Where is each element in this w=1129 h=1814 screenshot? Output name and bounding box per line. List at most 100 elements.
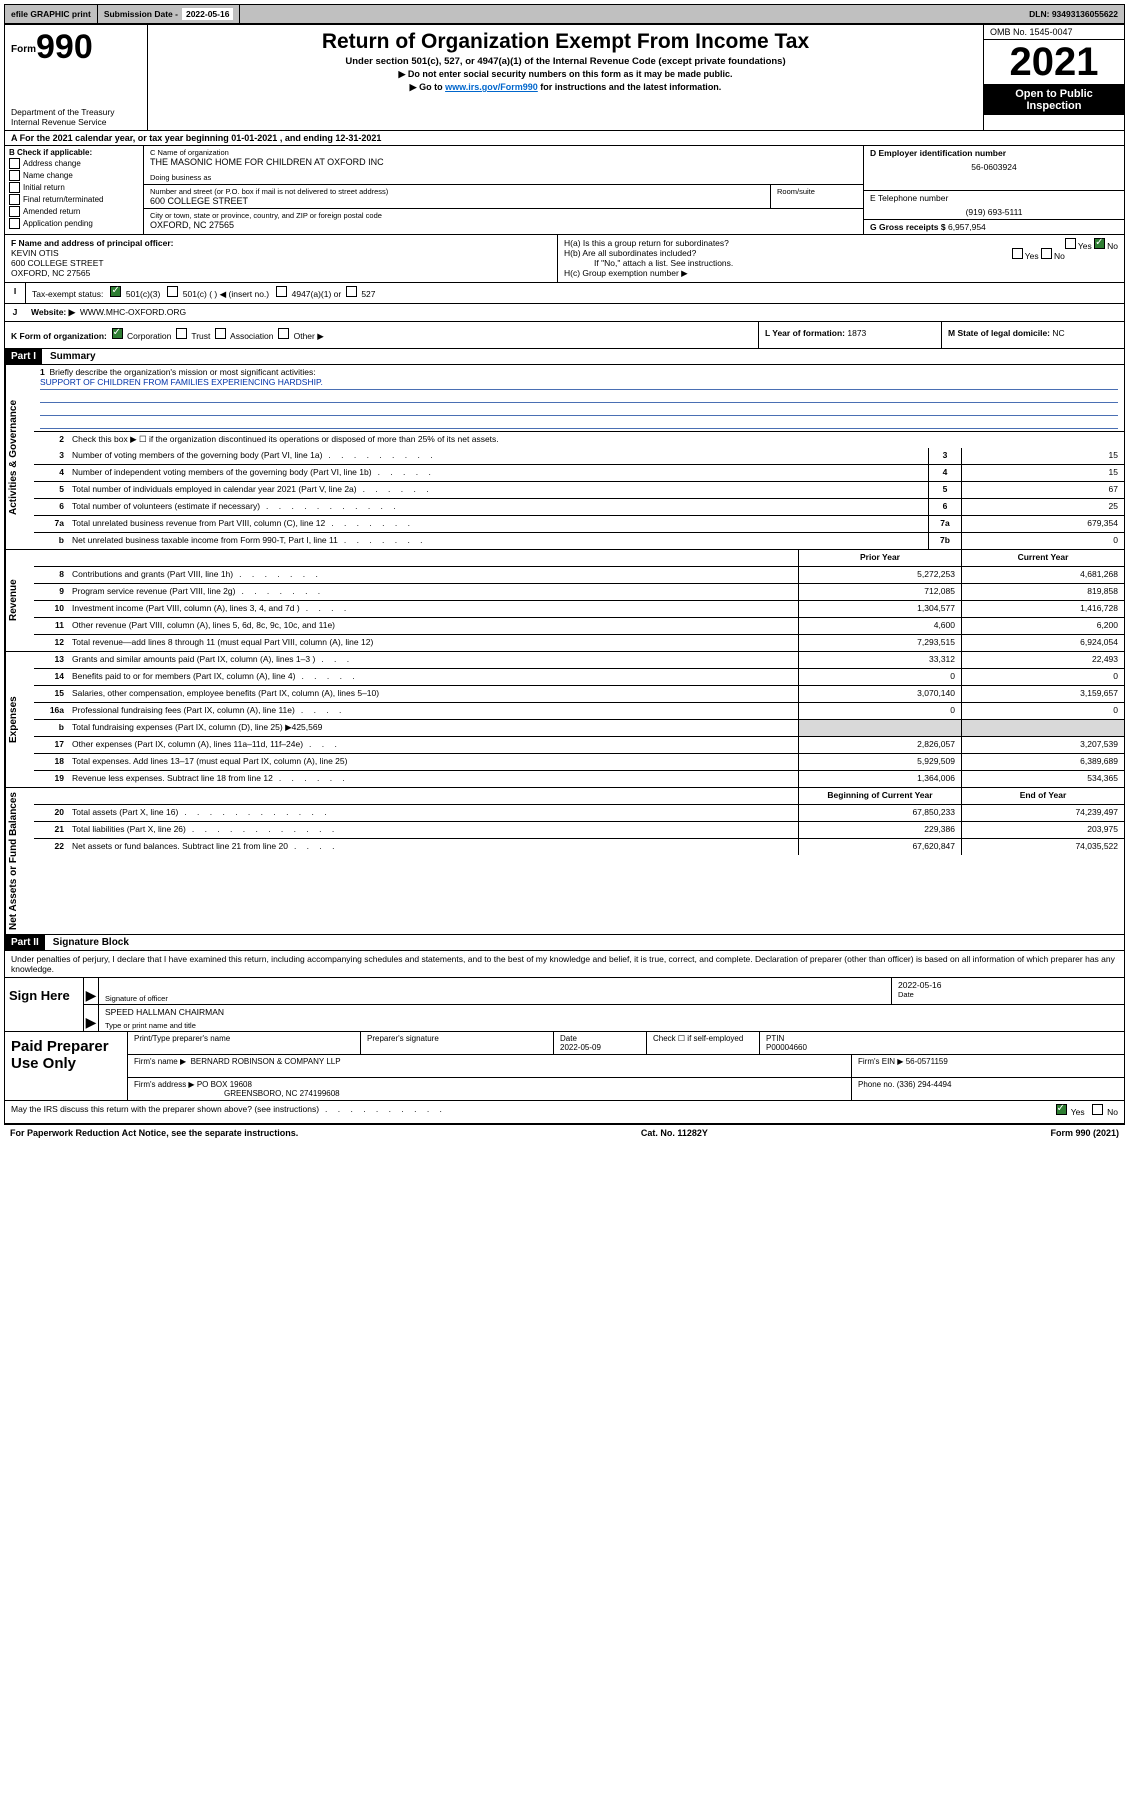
gross-cell: G Gross receipts $ 6,957,954 [864, 220, 1124, 234]
irs-link[interactable]: www.irs.gov/Form990 [445, 82, 538, 92]
line20-end: 74,239,497 [961, 805, 1124, 821]
netassets-section: Net Assets or Fund Balances Beginning of… [5, 788, 1124, 935]
checkbox-icon[interactable] [1012, 248, 1023, 259]
governance-section: Activities & Governance 1 Briefly descri… [5, 365, 1124, 550]
checkbox-icon [9, 170, 20, 181]
line10-prior: 1,304,577 [798, 601, 961, 617]
goto-pre: ▶ Go to [410, 82, 445, 92]
paid-preparer-label: Paid Preparer Use Only [5, 1032, 128, 1100]
line19-prior: 1,364,006 [798, 771, 961, 787]
line17: 17Other expenses (Part IX, column (A), l… [34, 737, 1124, 754]
line9-prior: 712,085 [798, 584, 961, 600]
ha-row: H(a) Is this a group return for subordin… [564, 238, 1118, 248]
sig-officer-field[interactable]: Signature of officer [99, 978, 891, 1004]
line9-text: Program service revenue (Part VIII, line… [72, 586, 235, 596]
line14-current: 0 [961, 669, 1124, 685]
phone-label: E Telephone number [870, 193, 1118, 203]
line17-text: Other expenses (Part IX, column (A), lin… [72, 739, 303, 749]
checkbox-checked-icon[interactable] [112, 328, 123, 339]
revenue-section: Revenue Prior Year Current Year 8Contrib… [5, 550, 1124, 652]
mission-blank [40, 416, 1118, 429]
hdr-prior: Prior Year [798, 550, 961, 566]
line18-current: 6,389,689 [961, 754, 1124, 770]
line5-val: 67 [961, 482, 1124, 498]
chk-amended-return[interactable]: Amended return [9, 206, 139, 217]
chk-application-pending[interactable]: Application pending [9, 218, 139, 229]
mission-blank [40, 390, 1118, 403]
line7b: b Net unrelated business taxable income … [34, 533, 1124, 549]
form-org-label: K Form of organization: [11, 331, 107, 341]
checkbox-icon[interactable] [215, 328, 226, 339]
checkbox-icon[interactable] [346, 286, 357, 297]
top-bar: efile GRAPHIC print Submission Date - 20… [4, 4, 1125, 24]
officer-printed-name: SPEED HALLMAN CHAIRMAN [105, 1007, 1118, 1017]
form-note-1: ▶ Do not enter social security numbers o… [154, 69, 977, 80]
checkbox-icon [9, 218, 20, 229]
chk-final-return[interactable]: Final return/terminated [9, 194, 139, 205]
chk-initial-return[interactable]: Initial return [9, 182, 139, 193]
checkbox-icon[interactable] [1041, 248, 1052, 259]
line21: 21Total liabilities (Part X, line 26). .… [34, 822, 1124, 839]
state-domicile: M State of legal domicile: NC [941, 322, 1124, 348]
header-center: Return of Organization Exempt From Incom… [148, 25, 984, 130]
vtab-expenses: Expenses [5, 652, 34, 787]
period-mid: , and ending [280, 133, 336, 143]
checkbox-icon[interactable] [276, 286, 287, 297]
efile-label[interactable]: efile GRAPHIC print [5, 5, 98, 23]
line22-end: 74,035,522 [961, 839, 1124, 855]
box-h: H(a) Is this a group return for subordin… [558, 235, 1124, 282]
sig-date-field: 2022-05-16 Date [891, 978, 1124, 1004]
net-col-headers: Beginning of Current Year End of Year [34, 788, 1124, 805]
preparer-block: Paid Preparer Use Only Print/Type prepar… [5, 1032, 1124, 1101]
form-of-org: K Form of organization: Corporation Trus… [5, 322, 758, 348]
sig-name-field[interactable]: SPEED HALLMAN CHAIRMAN Type or print nam… [99, 1005, 1124, 1031]
signature-block: Under penalties of perjury, I declare th… [5, 951, 1124, 1032]
opt-assoc: Association [230, 331, 273, 341]
officer-addr1: 600 COLLEGE STREET [11, 258, 551, 268]
firm-name: BERNARD ROBINSON & COMPANY LLP [191, 1057, 341, 1066]
chk-address-change[interactable]: Address change [9, 158, 139, 169]
opt-trust: Trust [191, 331, 210, 341]
line16a-prior: 0 [798, 703, 961, 719]
yes-label: Yes [1078, 241, 1092, 251]
line11-current: 6,200 [961, 618, 1124, 634]
line3-text: Number of voting members of the governin… [72, 450, 322, 460]
line3-val: 15 [961, 448, 1124, 464]
footer-mid: Cat. No. 11282Y [641, 1128, 708, 1138]
checkbox-icon[interactable] [176, 328, 187, 339]
header-right: OMB No. 1545-0047 2021 Open to Public In… [984, 25, 1124, 130]
website-label: Website: ▶ [31, 307, 75, 317]
line9: 9Program service revenue (Part VIII, lin… [34, 584, 1124, 601]
chk-name-change[interactable]: Name change [9, 170, 139, 181]
checkbox-icon[interactable] [278, 328, 289, 339]
prep-row1: Print/Type preparer's name Preparer's si… [128, 1032, 1124, 1055]
checkbox-icon[interactable] [167, 286, 178, 297]
checkbox-icon[interactable] [1092, 1104, 1103, 1115]
form-number: Form990 [11, 28, 141, 67]
checkbox-checked-icon[interactable] [1094, 238, 1105, 249]
checkbox-icon [9, 158, 20, 169]
checkbox-checked-icon[interactable] [1056, 1104, 1067, 1115]
header: Form990 Department of the Treasury Inter… [5, 25, 1124, 131]
line20: 20Total assets (Part X, line 16). . . . … [34, 805, 1124, 822]
checkbox-icon[interactable] [1065, 238, 1076, 249]
line12-current: 6,924,054 [961, 635, 1124, 651]
goto-post: for instructions and the latest informat… [538, 82, 722, 92]
period-begin: 01-01-2021 [231, 133, 277, 143]
yof-label: L Year of formation: [765, 328, 845, 338]
phone-cell: E Telephone number (919) 693-5111 [864, 191, 1124, 220]
checkbox-checked-icon[interactable] [110, 286, 121, 297]
mission-blank [40, 403, 1118, 416]
sign-here-label: Sign Here [5, 978, 84, 1031]
part2-title: Signature Block [45, 935, 137, 950]
yes-label: Yes [1071, 1107, 1085, 1117]
chk-label: Application pending [23, 219, 93, 228]
period-label: A For the 2021 calendar year, or tax yea… [11, 133, 231, 143]
line16a: 16aProfessional fundraising fees (Part I… [34, 703, 1124, 720]
header-left: Form990 Department of the Treasury Inter… [5, 25, 148, 130]
hdr-current: Current Year [961, 550, 1124, 566]
omb-number: OMB No. 1545-0047 [984, 25, 1124, 40]
opt-501c: 501(c) ( ) ◀ (insert no.) [183, 289, 269, 299]
footer: For Paperwork Reduction Act Notice, see … [4, 1125, 1125, 1141]
line2: 2 Check this box ▶ ☐ if the organization… [34, 432, 1124, 448]
